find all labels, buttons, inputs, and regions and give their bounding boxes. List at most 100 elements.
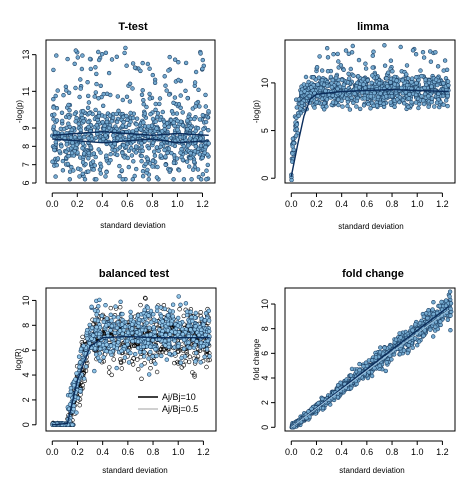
data-point: [307, 93, 312, 99]
data-point: [422, 91, 428, 97]
data-point: [348, 66, 353, 72]
data-point: [120, 177, 125, 182]
data-point: [378, 91, 383, 96]
data-point: [74, 410, 79, 415]
y-tick-label: 6: [260, 351, 270, 356]
data-point: [73, 48, 79, 53]
data-point: [167, 332, 173, 337]
data-point: [129, 153, 135, 158]
data-point: [384, 360, 389, 365]
data-point: [351, 73, 356, 78]
data-point: [132, 65, 138, 70]
data-point: [180, 157, 186, 163]
data-point: [134, 330, 140, 335]
data-point: [94, 81, 99, 87]
data-point: [330, 100, 336, 105]
data-point: [190, 318, 195, 324]
data-point: [325, 45, 330, 51]
data-point: [148, 111, 153, 117]
data-point: [136, 367, 141, 372]
data-point: [93, 107, 98, 113]
trend-line: [52, 335, 210, 426]
data-point: [446, 83, 451, 88]
trend-line-light: [291, 309, 449, 428]
data-point: [126, 122, 132, 128]
data-point: [405, 82, 410, 88]
data-point: [143, 161, 149, 167]
data-point: [341, 82, 347, 87]
data-point: [335, 86, 340, 92]
data-point: [202, 354, 207, 359]
y-tick-label: 13: [21, 50, 31, 60]
data-point: [183, 60, 189, 66]
data-point: [158, 153, 164, 158]
data-point: [320, 68, 325, 73]
data-point: [108, 158, 113, 163]
data-point: [127, 81, 133, 87]
data-point: [417, 320, 423, 326]
data-point: [68, 385, 74, 391]
data-point: [373, 355, 379, 360]
data-point: [445, 79, 451, 84]
data-point: [199, 177, 204, 182]
data-point: [135, 339, 141, 344]
data-point: [85, 79, 90, 85]
data-point: [362, 96, 367, 101]
data-point: [162, 74, 167, 79]
data-point: [390, 69, 395, 74]
data-point: [104, 119, 110, 125]
data-point: [94, 325, 99, 330]
data-point: [158, 346, 164, 352]
data-point: [200, 66, 205, 72]
data-point: [88, 66, 94, 72]
data-point: [370, 53, 375, 58]
data-point: [397, 331, 402, 336]
data-point: [405, 76, 411, 81]
data-point: [82, 177, 88, 182]
data-point: [401, 348, 407, 353]
data-point: [140, 327, 145, 333]
data-point: [443, 298, 449, 303]
data-point: [131, 159, 136, 164]
data-point: [151, 325, 157, 330]
data-point: [370, 65, 375, 70]
data-point: [345, 96, 350, 102]
data-point: [345, 80, 351, 85]
data-point: [433, 324, 438, 329]
data-point: [345, 103, 350, 109]
data-point: [167, 92, 172, 97]
data-point: [339, 77, 345, 83]
data-point: [309, 85, 314, 90]
y-tick-label: 2: [260, 400, 270, 405]
data-point: [167, 351, 172, 357]
y-tick-label: 0: [260, 176, 270, 181]
data-point: [184, 312, 190, 318]
y-axis-label: fold change: [252, 338, 261, 380]
data-point: [109, 57, 115, 62]
data-point: [157, 96, 163, 101]
data-point: [75, 166, 81, 171]
data-point: [370, 73, 375, 78]
y-tick-label: 5: [260, 128, 270, 133]
data-point: [171, 100, 176, 106]
data-point: [193, 324, 198, 329]
data-point: [58, 126, 63, 132]
scatter-points: [50, 45, 211, 182]
data-point: [384, 76, 389, 81]
data-point: [103, 303, 108, 308]
data-point: [303, 74, 309, 80]
data-point: [141, 97, 146, 103]
data-point: [141, 101, 146, 107]
data-point: [97, 351, 103, 356]
data-point: [120, 150, 125, 156]
data-point: [176, 294, 181, 299]
x-tick-label: 0.4: [96, 447, 109, 457]
data-point: [351, 100, 356, 106]
data-point: [192, 80, 198, 85]
data-point: [91, 151, 97, 156]
data-point: [193, 144, 199, 149]
data-point: [92, 163, 98, 168]
data-point: [77, 403, 82, 408]
data-point: [187, 354, 192, 359]
data-point: [318, 85, 324, 91]
